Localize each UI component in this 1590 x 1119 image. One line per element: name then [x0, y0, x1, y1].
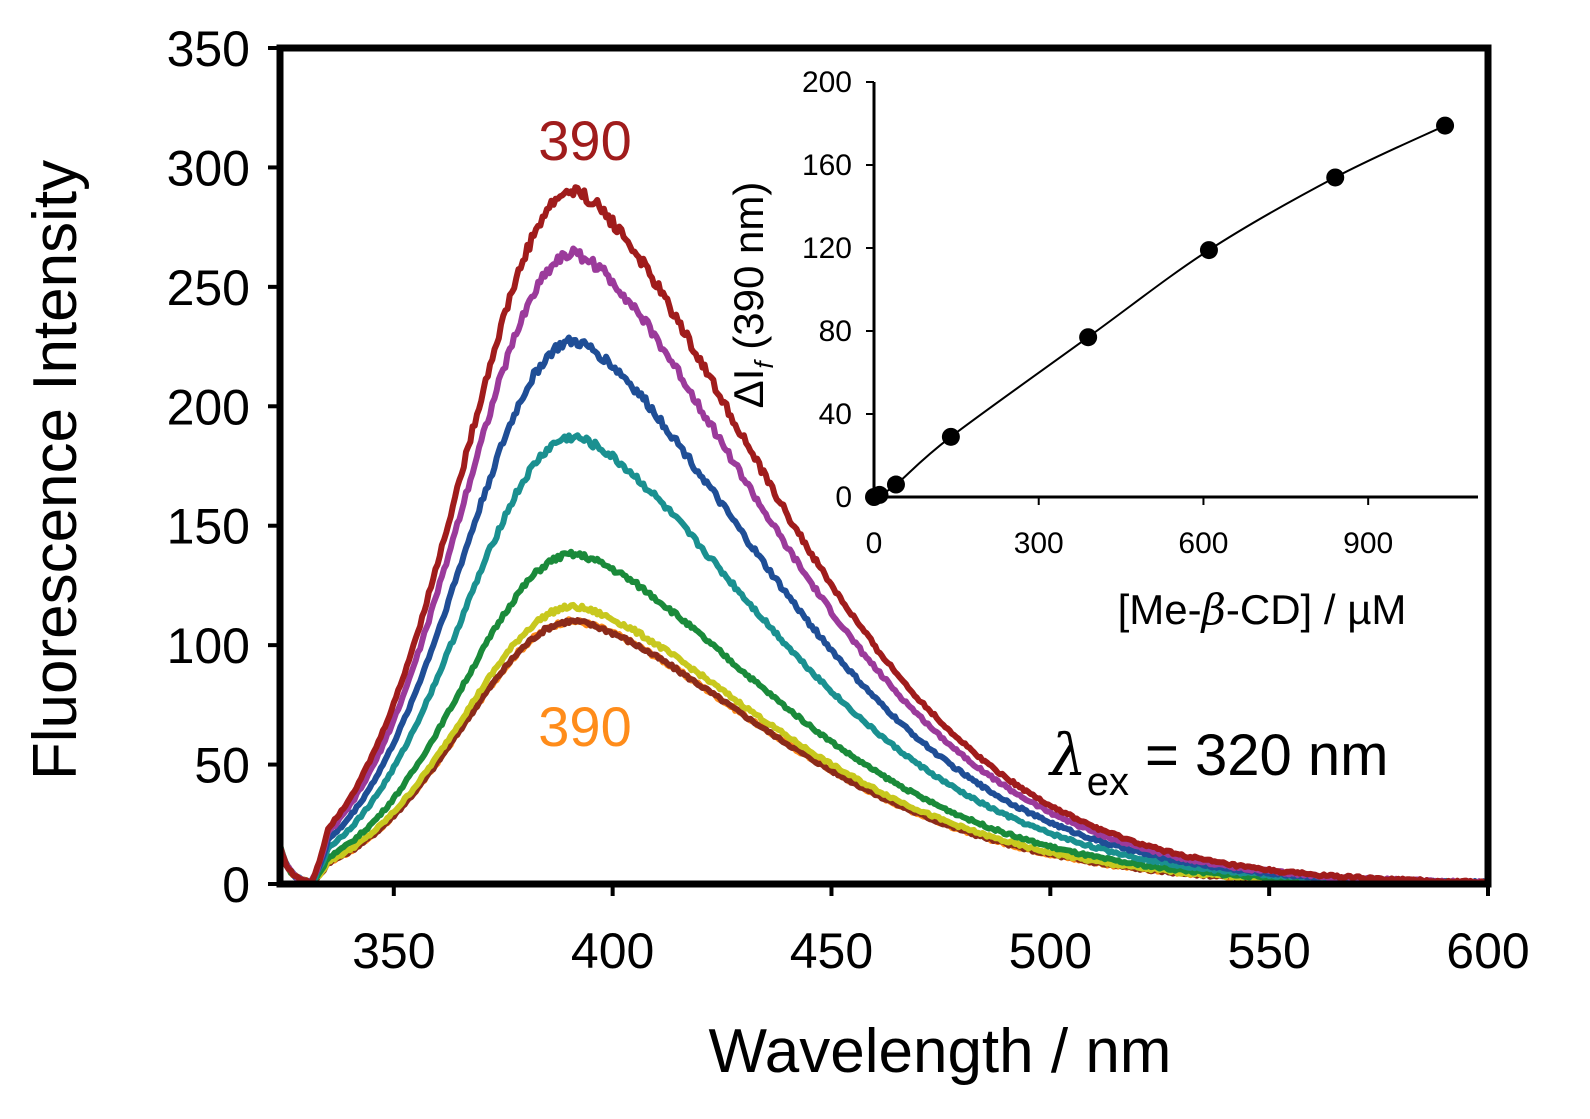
- inset-y-ticks: 0 40 80 120 160 200: [802, 66, 874, 514]
- main-plot-frame: [276, 44, 1492, 888]
- inset-plot: 0 40 80 120 160 200 0 300 600 900: [802, 66, 1478, 560]
- inset-x-title-part2: -CD] / µM: [1226, 586, 1407, 633]
- inset-x-tick-label: 600: [1178, 527, 1228, 560]
- inset-y-tick-label: 200: [802, 66, 852, 99]
- main-y-tick-label: 100: [167, 618, 250, 674]
- inset-data-point: [1436, 116, 1455, 135]
- excitation-value: = 320 nm: [1145, 723, 1388, 788]
- lambda-symbol: λ: [1048, 721, 1087, 789]
- top-peak-label: 390: [538, 109, 631, 172]
- main-x-tick-label: 600: [1446, 923, 1529, 979]
- inset-data-point: [941, 427, 960, 446]
- inset-data-point: [870, 485, 889, 504]
- main-y-axis-title: Fluorescence Intensity: [21, 160, 90, 780]
- inset-y-title-delta: ΔI: [725, 369, 772, 409]
- main-x-tick-label: 500: [1009, 923, 1092, 979]
- main-x-tick-label: 350: [352, 923, 435, 979]
- main-y-tick-label: 350: [167, 21, 250, 77]
- inset-data-point: [1199, 241, 1218, 260]
- inset-y-tick-label: 160: [802, 149, 852, 182]
- bottom-peak-label: 390: [538, 695, 631, 758]
- inset-y-tick-label: 40: [819, 398, 852, 431]
- inset-data-point: [1326, 168, 1345, 187]
- inset-data-point: [886, 475, 905, 494]
- inset-y-axis-title: ΔIf (390 nm): [725, 182, 779, 409]
- inset-x-tick-label: 300: [1014, 527, 1064, 560]
- excitation-subscript: ex: [1087, 760, 1129, 804]
- inset-y-tick-label: 80: [819, 315, 852, 348]
- main-y-tick-label: 250: [167, 260, 250, 316]
- main-y-tick-label: 200: [167, 379, 250, 435]
- inset-x-ticks: 0 300 600 900: [866, 497, 1393, 560]
- main-y-ticks: 0 50 100 150 200 250 300 350: [167, 21, 280, 913]
- inset-x-tick-label: 900: [1343, 527, 1393, 560]
- main-y-tick-label: 0: [222, 857, 250, 913]
- main-y-tick-label: 50: [194, 738, 250, 794]
- spectra-curves: [280, 184, 1488, 884]
- inset-x-tick-label: 0: [866, 527, 883, 560]
- main-x-tick-label: 450: [790, 923, 873, 979]
- main-x-tick-label: 550: [1227, 923, 1310, 979]
- inset-data-points: [865, 116, 1455, 506]
- inset-y-tick-label: 120: [802, 232, 852, 265]
- spectrum-series-line: [280, 184, 1488, 884]
- excitation-annotation: λex = 320 nm: [1048, 721, 1388, 804]
- inset-fit-line: [873, 124, 1446, 498]
- main-y-tick-label: 300: [167, 140, 250, 196]
- main-x-ticks: 350 400 450 500 550 600: [352, 884, 1530, 979]
- inset-data-point: [1079, 328, 1098, 347]
- main-y-tick-label: 150: [167, 499, 250, 555]
- inset-x-axis-title: [Me-β-CD] / µM: [1118, 585, 1407, 634]
- inset-x-title-part1: [Me-: [1118, 586, 1202, 633]
- inset-y-title-sub: f: [749, 359, 779, 369]
- inset-x-title-beta: β: [1200, 585, 1226, 634]
- main-x-tick-label: 400: [571, 923, 654, 979]
- inset-y-tick-label: 0: [835, 481, 852, 514]
- main-x-axis-title: Wavelength / nm: [709, 1017, 1172, 1086]
- inset-y-title-rest: (390 nm): [725, 182, 772, 362]
